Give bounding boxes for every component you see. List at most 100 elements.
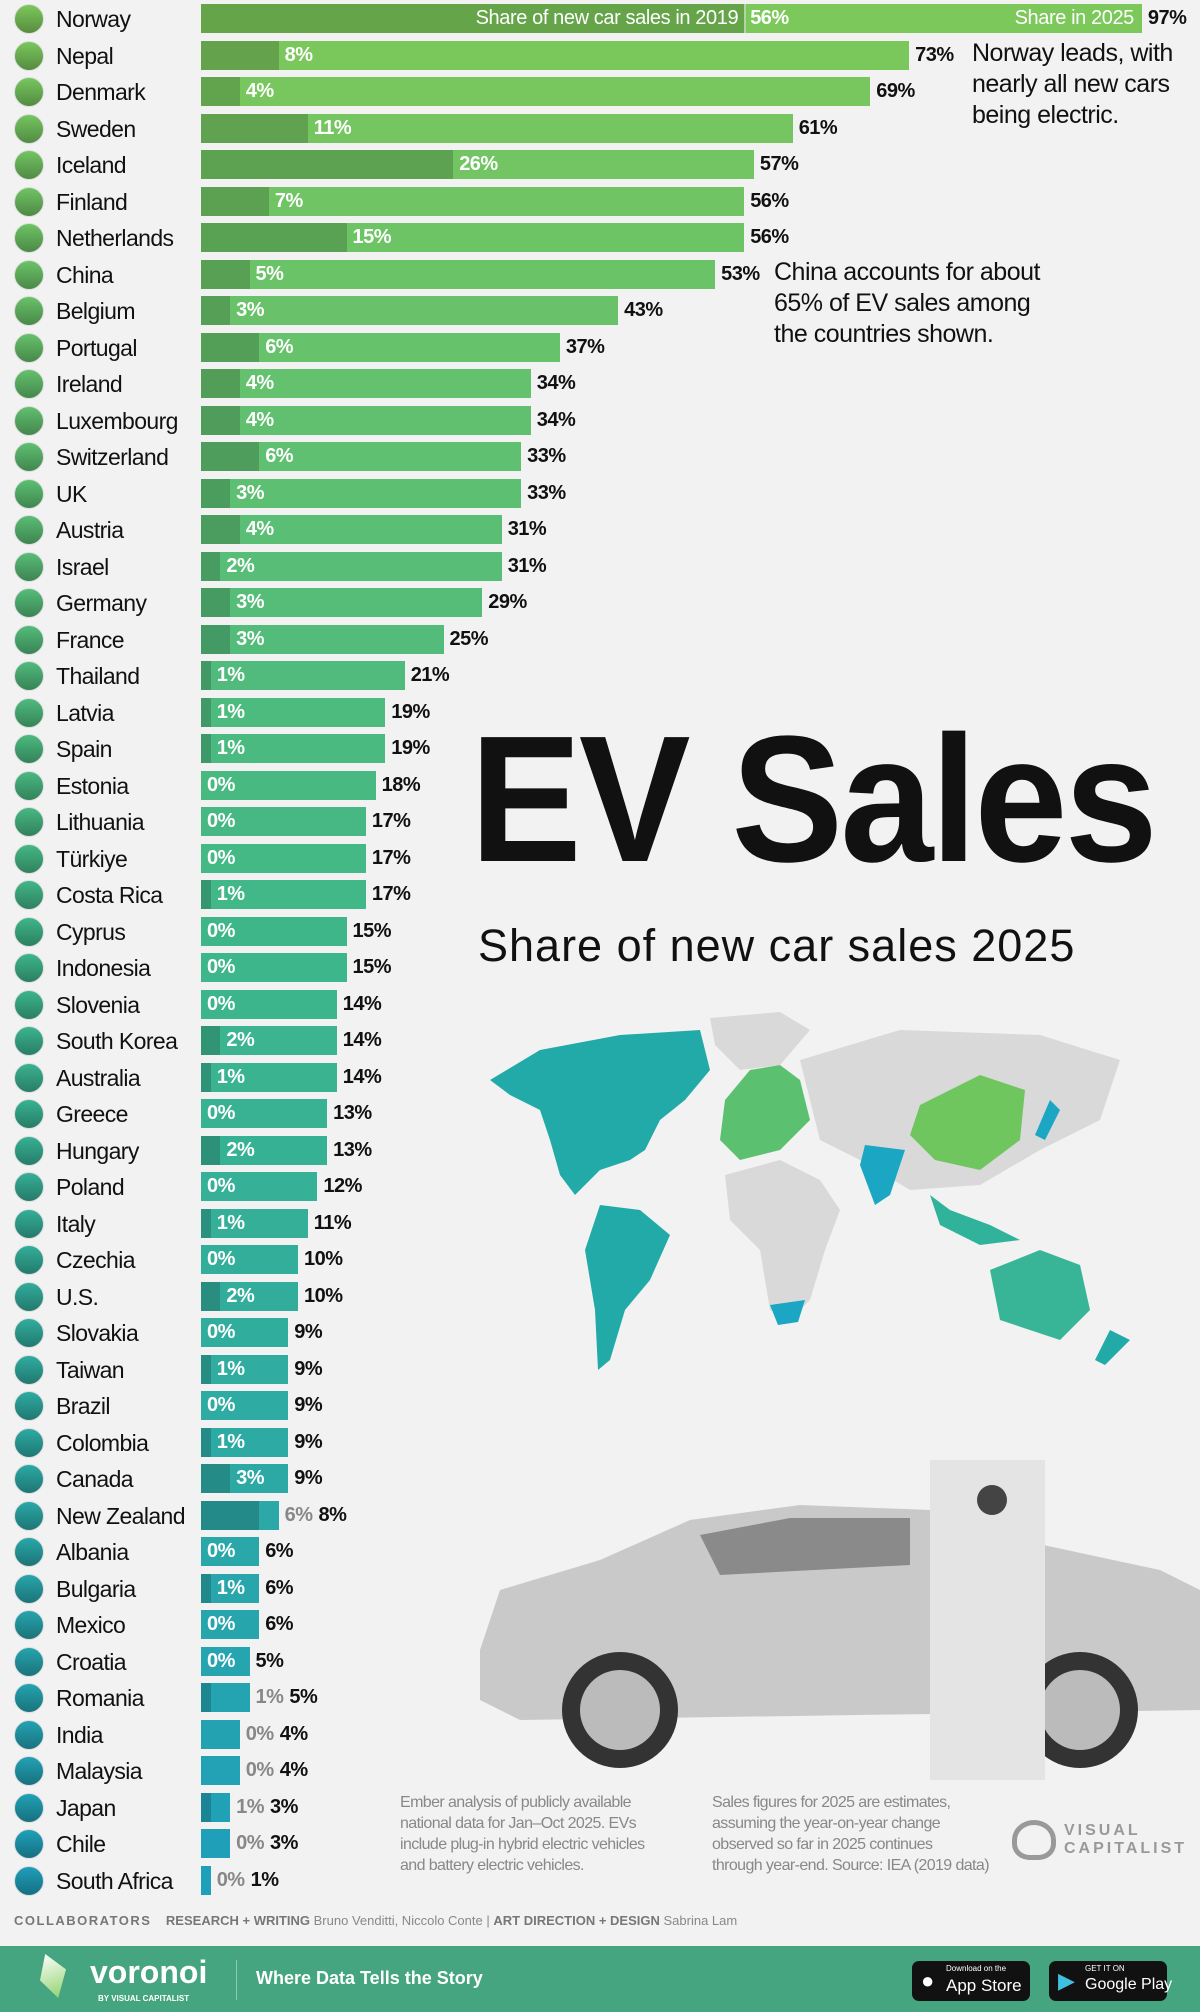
chart-row: Finland 7% 56% <box>0 184 1200 220</box>
bar-2019 <box>201 1281 221 1311</box>
value-label-2025: 9% <box>294 1321 323 1343</box>
bar-2019 <box>201 1683 211 1712</box>
bar-2025 <box>201 588 483 617</box>
bar-2019 <box>201 880 211 909</box>
chart-row: India 0% 4% <box>0 1717 1200 1753</box>
bar-2025 <box>201 661 405 690</box>
country-label: Netherlands <box>56 225 174 251</box>
chart-row: Australia 1% 14% <box>0 1060 1200 1096</box>
bar-2025 <box>201 1135 328 1165</box>
app-store-button[interactable]: ● Download on the App Store <box>912 1961 1030 2001</box>
bar-2025 <box>201 1354 289 1384</box>
bar-2025 <box>201 843 366 873</box>
country-label: Belgium <box>56 298 136 324</box>
bar-2025 <box>201 478 522 508</box>
flag-icon <box>14 1829 44 1859</box>
chart-row: Slovenia 0% 14% <box>0 987 1200 1023</box>
flag-icon <box>14 1500 44 1531</box>
annotation-line: China accounts for about <box>774 258 1040 286</box>
bar-2019 <box>201 661 211 690</box>
legend-2025: Share in 2025 <box>1014 7 1135 29</box>
country-label: Thailand <box>56 663 140 689</box>
country-label: Albania <box>56 1539 129 1565</box>
value-label-2019: 4% <box>245 408 274 431</box>
apple-icon: ● <box>921 1968 935 1993</box>
value-label-2025: 5% <box>255 1649 284 1672</box>
value-label-2025: 37% <box>565 335 605 358</box>
chart-row: U.S. 2% 10% <box>0 1279 1200 1315</box>
world-map <box>490 1012 1130 1370</box>
bar-2025 <box>201 953 347 982</box>
bar-2025 <box>201 807 366 836</box>
country-label: Germany <box>56 590 147 616</box>
flag-icon <box>14 4 44 34</box>
value-label-2019: 0% <box>245 1722 274 1745</box>
map-south-africa <box>770 1300 805 1325</box>
bar-2025 <box>201 40 910 70</box>
flag-icon <box>14 624 44 655</box>
flag-icon <box>14 1683 44 1713</box>
bar-2025 <box>201 1427 289 1457</box>
value-label-2025: 13% <box>333 1102 372 1124</box>
chart-row: Bulgaria 1% 6% <box>0 1571 1200 1607</box>
bar-2019 <box>201 1792 211 1822</box>
country-label: Costa Rica <box>56 882 163 908</box>
flag-icon <box>14 1099 44 1129</box>
flag-icon <box>14 150 44 180</box>
country-label: Türkiye <box>56 845 128 872</box>
value-label-2019: 6% <box>265 445 294 467</box>
bar-2025 <box>201 186 745 216</box>
value-label-2025: 11% <box>313 1211 352 1234</box>
value-label-2019: 4% <box>245 80 274 102</box>
flag-icon <box>14 259 44 290</box>
chart-row: Colombia 1% 9% <box>0 1425 1200 1461</box>
annotation-norway: Norway leads, with nearly all new cars b… <box>972 38 1173 131</box>
chart-row: Cyprus 0% 15% <box>0 914 1200 950</box>
chart-row: Mexico 0% 6% <box>0 1607 1200 1643</box>
bar-2025 <box>201 77 871 106</box>
country-label: Finland <box>56 188 128 215</box>
flag-icon <box>14 1719 44 1750</box>
chart-row: Spain 1% 19% <box>0 731 1200 767</box>
flag-icon <box>14 186 44 217</box>
google-play-button[interactable]: ▶ GET IT ON Google Play <box>1049 1961 1172 2001</box>
country-label: Spain <box>56 736 112 762</box>
value-label-2019: 0% <box>207 956 235 978</box>
chart-row: Hungary 2% 13% <box>0 1133 1200 1169</box>
value-label-2025: 15% <box>352 919 392 942</box>
country-label: Estonia <box>56 772 129 799</box>
design-label: ART DIRECTION + DESIGN <box>493 1913 660 1928</box>
map-new-zealand <box>1095 1330 1130 1365</box>
value-label-2019: 0% <box>207 1175 235 1197</box>
annotation-line: the countries shown. <box>774 320 994 348</box>
value-label-2025: 33% <box>527 481 566 504</box>
flag-icon <box>14 734 44 764</box>
country-label: Austria <box>56 517 124 543</box>
value-label-2019: 1% <box>216 1576 245 1599</box>
flag-icon <box>14 478 44 509</box>
country-label: India <box>56 1721 103 1748</box>
flag-icon <box>14 1172 44 1202</box>
annotation-line: being electric. <box>972 101 1119 129</box>
chart-row: Canada 3% 9% <box>0 1461 1200 1497</box>
value-label-2025: 6% <box>265 1576 294 1599</box>
value-label-2019: 1% <box>216 700 245 723</box>
bar-2019 <box>201 259 250 289</box>
voronoi-logo[interactable]: voronoi <box>90 1954 208 1990</box>
bar-2019 <box>201 223 347 252</box>
value-label-2025: 5% <box>289 1686 318 1708</box>
chart-row: Ireland 4% 34% <box>0 366 1200 402</box>
country-label: Malaysia <box>56 1758 143 1784</box>
value-label-2019: 1% <box>236 1795 264 1818</box>
bar-2025 <box>201 1245 298 1274</box>
value-label-2025: 17% <box>371 883 411 905</box>
car-window <box>700 1518 910 1575</box>
bar-2019 <box>201 1208 211 1238</box>
value-label-2025: 33% <box>527 445 566 467</box>
design-names: Sabrina Lam <box>663 1913 738 1928</box>
value-label-2019: 2% <box>226 1284 255 1307</box>
value-label-2019: 0% <box>207 992 235 1015</box>
car-with-charger-image <box>480 1460 1200 1780</box>
bar-2019 <box>201 1135 221 1165</box>
bar-2019 <box>201 588 231 617</box>
